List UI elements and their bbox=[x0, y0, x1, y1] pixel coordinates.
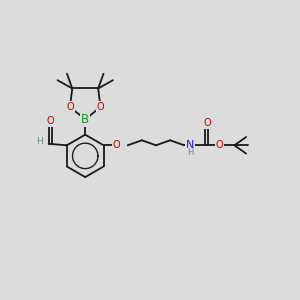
Text: N: N bbox=[186, 140, 194, 150]
Text: H: H bbox=[36, 137, 43, 146]
Text: O: O bbox=[97, 102, 104, 112]
Text: O: O bbox=[113, 140, 120, 150]
Text: B: B bbox=[81, 113, 89, 126]
Text: O: O bbox=[46, 116, 54, 126]
Text: O: O bbox=[216, 140, 224, 150]
Text: O: O bbox=[66, 102, 74, 112]
Text: O: O bbox=[203, 118, 211, 128]
Text: H: H bbox=[188, 148, 194, 158]
